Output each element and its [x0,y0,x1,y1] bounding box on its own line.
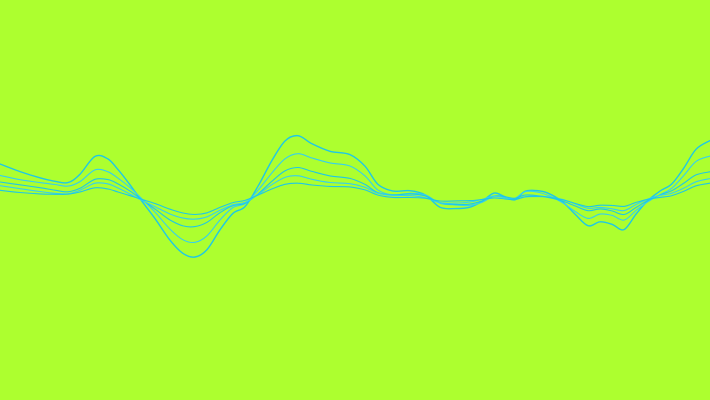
waveform-graphic [0,0,710,400]
background [0,0,710,400]
waveform-canvas [0,0,710,400]
